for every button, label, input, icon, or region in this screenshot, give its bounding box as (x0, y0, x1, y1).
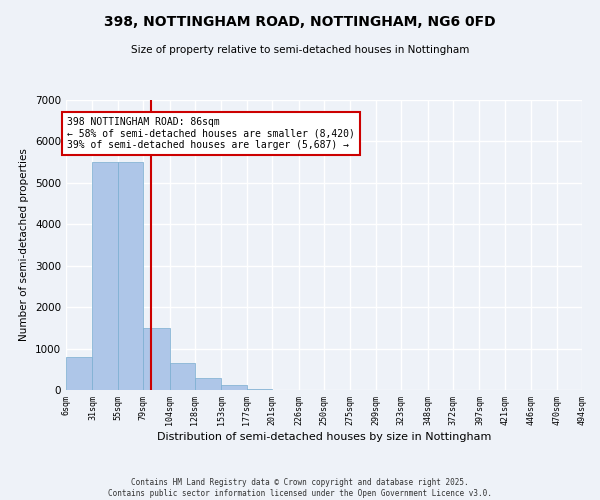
Bar (195, 378, 221, 390)
Bar (170, 363, 195, 390)
X-axis label: Distribution of semi-detached houses by size in Nottingham: Distribution of semi-detached houses by … (157, 432, 491, 442)
Y-axis label: Number of semi-detached properties: Number of semi-detached properties (19, 148, 29, 342)
Bar (143, 328, 170, 390)
Text: Contains HM Land Registry data © Crown copyright and database right 2025.
Contai: Contains HM Land Registry data © Crown c… (108, 478, 492, 498)
Text: 398, NOTTINGHAM ROAD, NOTTINGHAM, NG6 0FD: 398, NOTTINGHAM ROAD, NOTTINGHAM, NG6 0F… (104, 15, 496, 29)
Bar (66, 357, 92, 390)
Text: 398 NOTTINGHAM ROAD: 86sqm
← 58% of semi-detached houses are smaller (8,420)
39%: 398 NOTTINGHAM ROAD: 86sqm ← 58% of semi… (67, 116, 355, 150)
Bar (92, 162, 118, 390)
Text: Size of property relative to semi-detached houses in Nottingham: Size of property relative to semi-detach… (131, 45, 469, 55)
Bar (118, 162, 143, 390)
Bar (221, 384, 247, 390)
Bar (247, 389, 272, 390)
